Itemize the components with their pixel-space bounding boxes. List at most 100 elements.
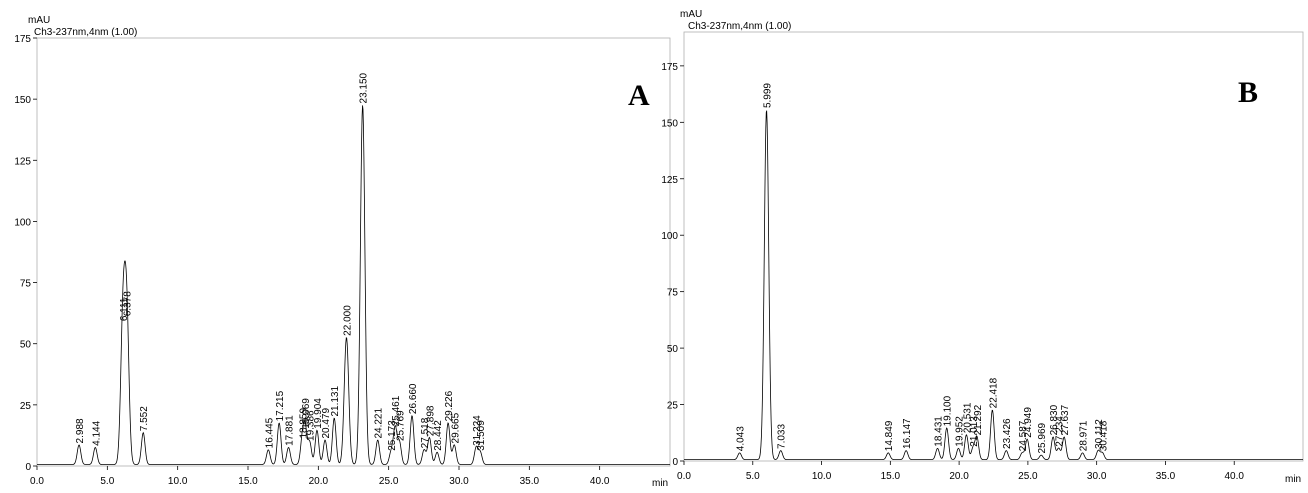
- x-tick-label: 25.0: [379, 476, 399, 487]
- peak-label: 20.531: [962, 402, 973, 433]
- channel-label: Ch3-237nm,4nm (1.00): [34, 27, 137, 38]
- peak-labels: 4.043 5.999 7.033 14.849 16.147 18.43119.1001…: [736, 83, 1110, 454]
- y-tick-label: 75: [20, 279, 32, 290]
- peak-label: 2.988: [75, 418, 86, 443]
- peak-label: 23.150: [359, 72, 370, 103]
- peak-label: 28.442: [433, 420, 444, 451]
- channel-label: Ch3-237nm,4nm (1.00): [688, 21, 791, 32]
- y-tick-label: 150: [14, 95, 31, 106]
- peak-label: 16.445: [264, 417, 275, 448]
- peak-label: 6.378: [123, 291, 134, 316]
- peak-label: 28.971: [1079, 420, 1090, 451]
- peak-label: 17.215: [275, 390, 286, 421]
- peak-label: 31.509: [476, 420, 487, 451]
- plot-frame: [683, 31, 1304, 462]
- peak-label: 27.234: [1055, 416, 1066, 447]
- peak-label: 25.769: [395, 410, 406, 441]
- x-tick-label: 40.0: [1224, 471, 1244, 482]
- peak-label: 25.461: [391, 395, 402, 426]
- peak-label: 7.033: [777, 424, 788, 449]
- x-tick-label: 30.0: [449, 476, 469, 487]
- y-tick-label: 50: [667, 344, 679, 355]
- y-tick-label: 0: [25, 462, 31, 473]
- x-tick-label: 5.0: [100, 476, 114, 487]
- x-tick-label: 30.0: [1087, 471, 1107, 482]
- x-tick-label: 15.0: [238, 476, 258, 487]
- peak-label: 25.173: [387, 420, 398, 451]
- y-unit-label: mAU: [680, 9, 702, 20]
- peak-label: 24.221: [374, 408, 385, 439]
- x-tick-label: 0.0: [677, 471, 691, 482]
- panel-label: A: [628, 79, 650, 112]
- x-tick-label: 40.0: [590, 476, 610, 487]
- x-tick-label: 10.0: [168, 476, 188, 487]
- peak-label: 24.587: [1018, 420, 1029, 451]
- x-axis-ticks: 0.0 5.0 10.0 15.0 20.0 25.0 30.0 35.0 40.0: [677, 461, 1244, 482]
- peak-label: 30.418: [1098, 420, 1109, 451]
- x-tick-label: 15.0: [881, 471, 901, 482]
- peak-label: 27.637: [1060, 404, 1071, 435]
- x-unit-label: min: [1285, 474, 1301, 485]
- y-tick-label: 0: [672, 457, 678, 468]
- y-tick-label: 25: [667, 401, 679, 412]
- x-tick-label: 25.0: [1018, 471, 1038, 482]
- peak-label: 22.418: [988, 377, 999, 408]
- x-tick-label: 20.0: [309, 476, 329, 487]
- y-tick-label: 125: [14, 156, 31, 167]
- peak-label: 19.952: [954, 416, 965, 447]
- peak-label: 20.479: [321, 408, 332, 439]
- peak-label: 19.904: [313, 398, 324, 429]
- peak-label: 19.100: [943, 395, 954, 426]
- peak-label: 26.660: [408, 383, 419, 414]
- y-tick-label: 150: [661, 118, 678, 129]
- peak-label: 26.830: [1049, 404, 1060, 435]
- x-tick-label: 0.0: [30, 476, 44, 487]
- peak-label: 18.431: [934, 416, 945, 447]
- peak-label: 22.000: [342, 305, 353, 336]
- peak-label: 23.426: [1002, 418, 1013, 449]
- x-tick-label: 35.0: [1156, 471, 1176, 482]
- peak-label: 19.386: [306, 410, 317, 441]
- peak-label: 4.043: [736, 426, 747, 451]
- y-axis-ticks: 0 25 50 75 100 125 150 175: [14, 34, 37, 473]
- x-tick-label: 5.0: [746, 471, 760, 482]
- peak-label: 19.069: [301, 398, 312, 429]
- y-tick-label: 75: [667, 288, 679, 299]
- peak-label: 14.849: [884, 420, 895, 451]
- peak-label: 29.226: [444, 390, 455, 421]
- chromatogram-trace: [37, 105, 670, 465]
- chromatogram-trace: [684, 110, 1303, 461]
- peak-label: 5.999: [763, 83, 774, 108]
- peak-label: 16.147: [902, 418, 913, 449]
- peak-label: 31.224: [472, 415, 483, 446]
- y-unit-label: mAU: [28, 15, 50, 26]
- peak-label: 17.881: [285, 415, 296, 446]
- peak-label: 6.111: [119, 297, 130, 321]
- x-unit-label: min: [652, 478, 668, 488]
- y-tick-label: 125: [661, 175, 678, 186]
- peak-label: 18.859: [298, 408, 309, 439]
- y-tick-label: 175: [661, 62, 678, 73]
- peak-label: 4.144: [91, 420, 102, 445]
- peak-label: 21.292: [973, 404, 984, 435]
- peak-label: 30.112: [1094, 419, 1105, 449]
- chromatogram-panel-a: mAU Ch3-237nm,4nm (1.00) A min 0 25 50 75 10…: [14, 15, 671, 489]
- x-tick-label: 20.0: [949, 471, 969, 482]
- panel-label: B: [1238, 76, 1258, 109]
- y-tick-label: 100: [661, 231, 678, 242]
- peak-label: 29.665: [450, 412, 461, 443]
- peak-label: 21.013: [969, 416, 980, 447]
- y-tick-label: 50: [20, 340, 32, 351]
- x-tick-label: 10.0: [812, 471, 832, 482]
- peak-label: 21.131: [330, 386, 341, 417]
- y-axis-ticks: 0 25 50 75 100 125 150 175: [661, 62, 684, 468]
- x-axis-ticks: 0.0 5.0 10.0 15.0 20.0 25.0 30.0 35.0 40.0: [30, 466, 610, 487]
- peak-label: 7.552: [139, 406, 150, 431]
- chromatogram-panel-b: mAU Ch3-237nm,4nm (1.00) B min 0 25 50 75 10…: [661, 9, 1304, 485]
- plot-frame: [36, 37, 671, 467]
- y-tick-label: 175: [14, 34, 31, 45]
- peak-label: 27.898: [425, 405, 436, 436]
- x-tick-label: 35.0: [520, 476, 540, 487]
